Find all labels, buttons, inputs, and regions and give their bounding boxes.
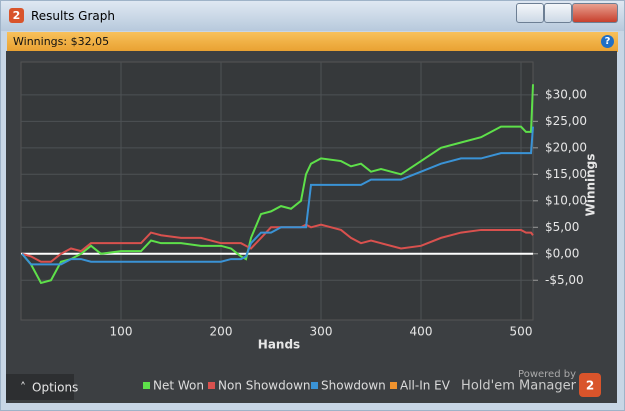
brand-logo-text: 2 [586,379,594,393]
powered-by: Powered by [518,369,576,380]
legend-swatch [390,382,397,389]
legend-label: All-In EV [400,379,451,393]
legend-swatch [311,382,318,389]
legend-label: Showdown [321,379,386,393]
x-tick-label: 300 [310,325,333,339]
legend-swatch [143,382,150,389]
close-button[interactable] [572,3,618,23]
winnings-text: Winnings: $32,05 [13,35,110,48]
y-tick-label: $30,00 [545,87,587,101]
window-title: Results Graph [31,9,115,23]
series-line [21,84,534,285]
y-tick-label: $20,00 [545,140,587,154]
x-tick-label: 100 [110,325,133,339]
chart: ˄ Options Powered by Hold'em Manager 2 H… [6,51,617,403]
x-tick-label: 400 [410,325,433,339]
maximize-button[interactable] [544,3,572,23]
y-tick-label: -$5,00 [545,273,584,287]
y-tick-label: $15,00 [545,167,587,181]
options-button[interactable] [6,374,74,400]
y-tick-label: $5,00 [545,220,579,234]
app-icon: 2 [9,8,24,23]
title-bar: 2 Results Graph [1,1,624,31]
legend-swatch [208,382,215,389]
winnings-bar: Winnings: $32,05 ? [7,32,618,52]
options-caret: ˄ [20,381,26,395]
x-tick-label: 500 [510,325,533,339]
brand-logo [579,373,601,397]
series-line [21,223,534,263]
help-button[interactable]: ? [601,35,614,48]
y-tick-label: $0,00 [545,246,579,260]
x-tick-label: 200 [210,325,233,339]
y-tick-label: $25,00 [545,114,587,128]
brand: Hold'em Manager [461,379,577,394]
x-axis-label: Hands [258,338,300,352]
y-tick-label: $10,00 [545,193,587,207]
plot-area [20,61,534,321]
minimize-button[interactable] [516,3,544,23]
legend-label: Net Won [153,379,204,393]
legend-label: Non Showdown [218,379,311,393]
options-label: Options [32,381,78,395]
series-line [21,126,534,266]
y-axis-label: Winnings [584,154,598,217]
